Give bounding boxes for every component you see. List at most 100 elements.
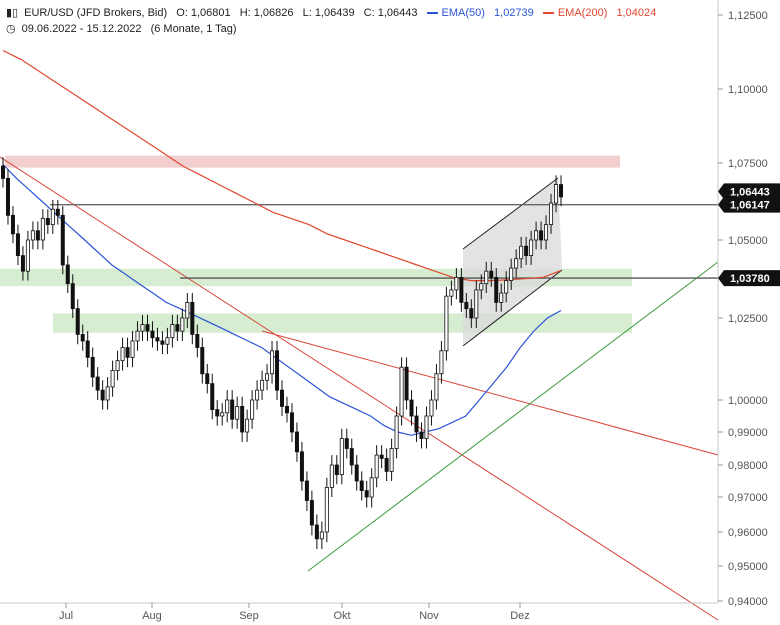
candle-down	[289, 412, 294, 433]
candle-down	[150, 330, 155, 339]
candle-down	[45, 218, 50, 226]
candle-up	[529, 239, 534, 257]
candle-down	[190, 301, 195, 335]
candle-down	[309, 500, 314, 526]
candle-down	[334, 464, 339, 476]
candle-down	[344, 438, 349, 449]
candle-up	[474, 289, 479, 319]
candle-down	[459, 277, 464, 303]
candle-up	[225, 399, 230, 414]
candle-down	[489, 270, 494, 278]
candle-up	[120, 347, 125, 362]
candle-down	[230, 399, 235, 420]
candle-up	[319, 531, 324, 540]
price-tag-label: 1,06443	[730, 186, 770, 198]
candle-up	[439, 350, 444, 375]
y-tick-label: 1,07500	[728, 158, 768, 170]
chart-subheader: ◷ 09.06.2022 - 15.12.2022 (6 Monate, 1 Ta…	[6, 22, 243, 35]
candle-down	[95, 376, 100, 391]
price-tag	[718, 196, 780, 213]
candle-up	[554, 184, 559, 204]
candle-up	[424, 415, 429, 440]
candle-up	[444, 295, 449, 352]
candle-up	[30, 230, 35, 241]
high-value: H: 1,06826	[239, 7, 294, 19]
candle-down	[384, 457, 389, 472]
candle-up	[449, 289, 454, 297]
candle-up	[185, 301, 190, 319]
candle-up	[270, 350, 275, 375]
candle-up	[180, 317, 185, 332]
x-tick-label: Okt	[333, 610, 350, 622]
chart-header: ▮▯ EUR/USD (JFD Brokers, Bid) O: 1,06801 …	[6, 6, 662, 19]
channel-upper-line	[462, 177, 559, 250]
candle-down	[215, 409, 220, 417]
candle-up	[265, 373, 270, 381]
x-tick-label: Jul	[59, 610, 73, 622]
price-tag-label: 1,03780	[730, 273, 770, 285]
low-value: L: 1,06439	[302, 7, 355, 19]
candle-down	[419, 431, 424, 439]
x-tick-label: Sep	[239, 610, 259, 622]
ema200-label: EMA(200)	[557, 7, 608, 19]
candle-down	[75, 308, 80, 335]
candle-up	[454, 277, 459, 291]
candle-up	[484, 270, 489, 285]
candle-down	[404, 366, 409, 401]
candle-down	[304, 480, 309, 501]
candle-down	[314, 524, 319, 540]
ema200-line	[2, 49, 562, 282]
candle-up	[220, 412, 225, 417]
candle-down	[494, 277, 499, 303]
candle-up	[544, 224, 549, 241]
channel-lower-line	[462, 269, 563, 347]
candle-down	[125, 347, 130, 358]
candle-down	[349, 448, 354, 466]
candle-up	[245, 418, 250, 433]
candlestick-icon: ▮▯	[6, 7, 19, 19]
candle-up	[25, 239, 30, 272]
candle-up	[50, 208, 55, 225]
y-tick-label: 1,10000	[728, 84, 768, 96]
candle-up	[429, 399, 434, 417]
candle-up	[534, 230, 539, 241]
candle-down	[294, 431, 299, 453]
candle-down	[20, 255, 25, 272]
candle-down	[359, 480, 364, 492]
trendline-down-steep	[0, 156, 719, 621]
zone-resistance-0	[5, 155, 620, 168]
candle-down	[364, 490, 369, 498]
candle-up	[369, 477, 374, 498]
candle-up	[519, 245, 524, 260]
ema200-value: 1,04024	[616, 7, 657, 19]
trendline-down-flat	[261, 330, 719, 456]
y-tick-label: 0,94000	[728, 596, 768, 608]
candle-up	[105, 386, 110, 401]
candle-up	[339, 438, 344, 476]
candle-up	[250, 399, 255, 420]
candle-down	[5, 177, 10, 216]
candle-down	[195, 333, 200, 348]
y-tick-label: 1,02500	[728, 313, 768, 325]
candle-up	[135, 330, 140, 342]
candle-down	[279, 389, 284, 407]
zone-support-2	[53, 313, 632, 333]
candle-up	[329, 464, 334, 488]
x-tick-label: Nov	[419, 610, 439, 622]
candle-up	[140, 324, 145, 332]
candle-down	[240, 405, 245, 433]
y-tick-label: 1,00000	[728, 395, 768, 407]
candle-down	[275, 350, 280, 391]
candle-down	[414, 415, 419, 433]
candle-up	[394, 415, 399, 449]
candle-up	[509, 267, 514, 281]
candle-down	[70, 283, 75, 310]
candle-down	[354, 464, 359, 482]
candle-up	[399, 366, 404, 417]
ema200-swatch	[542, 12, 554, 15]
trendline-up	[307, 261, 719, 572]
candle-down	[469, 308, 474, 319]
candle-up	[479, 283, 484, 291]
ema50-value: 1,02739	[494, 7, 534, 19]
